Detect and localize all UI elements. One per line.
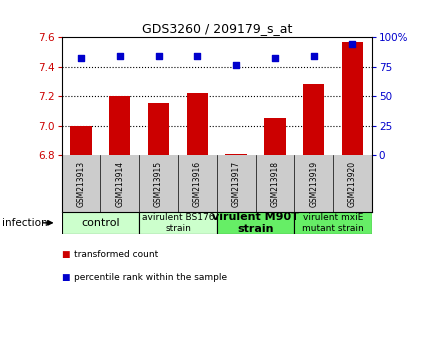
Text: transformed count: transformed count xyxy=(74,250,159,259)
Point xyxy=(116,53,123,59)
Text: ■: ■ xyxy=(62,273,70,282)
Text: GSM213914: GSM213914 xyxy=(115,160,124,207)
Bar xyxy=(187,93,208,155)
Text: virulent M90T
strain: virulent M90T strain xyxy=(212,212,299,234)
Text: GSM213920: GSM213920 xyxy=(348,160,357,207)
Point xyxy=(194,53,201,59)
Text: GSM213917: GSM213917 xyxy=(232,160,241,207)
Point xyxy=(155,53,162,59)
Bar xyxy=(303,84,324,155)
Point xyxy=(78,56,85,61)
Bar xyxy=(226,154,247,155)
Bar xyxy=(294,212,372,234)
Bar xyxy=(71,126,92,155)
Bar xyxy=(264,118,286,155)
Point xyxy=(349,41,356,47)
Text: GSM213915: GSM213915 xyxy=(154,160,163,207)
Text: percentile rank within the sample: percentile rank within the sample xyxy=(74,273,227,282)
Bar xyxy=(139,212,217,234)
Text: GSM213918: GSM213918 xyxy=(270,161,279,206)
Text: ■: ■ xyxy=(62,250,70,259)
Text: GSM213919: GSM213919 xyxy=(309,160,318,207)
Text: GSM213916: GSM213916 xyxy=(193,160,202,207)
Bar xyxy=(342,41,363,155)
Bar xyxy=(148,103,169,155)
Text: infection: infection xyxy=(2,218,48,228)
Bar xyxy=(62,212,139,234)
Text: control: control xyxy=(81,218,120,228)
Title: GDS3260 / 209179_s_at: GDS3260 / 209179_s_at xyxy=(142,22,292,35)
Point xyxy=(272,56,278,61)
Bar xyxy=(217,212,294,234)
Text: virulent mxiE
mutant strain: virulent mxiE mutant strain xyxy=(302,213,364,233)
Text: avirulent BS176
strain: avirulent BS176 strain xyxy=(142,213,214,233)
Bar xyxy=(109,96,130,155)
Point xyxy=(233,63,240,68)
Text: GSM213913: GSM213913 xyxy=(76,160,85,207)
Point xyxy=(310,53,317,59)
